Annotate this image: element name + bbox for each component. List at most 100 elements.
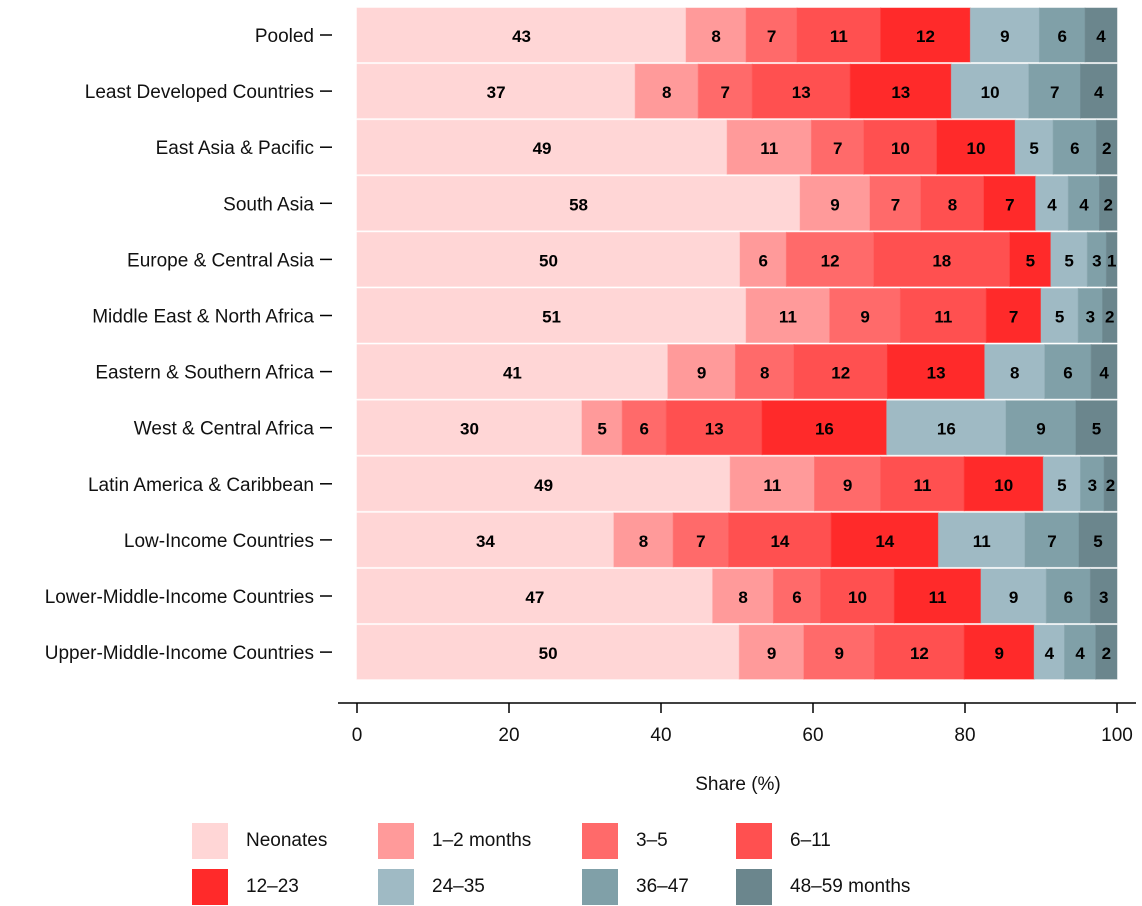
- legend-label-neonates: Neonates: [246, 830, 328, 851]
- legend-swatch-1-2-months: [378, 823, 414, 859]
- data-label-middle-east-and-north-africa-36-47: 3: [1086, 308, 1095, 327]
- legend-item-1-2-months: 1–2 months: [378, 822, 531, 860]
- x-axis-title: Share (%): [695, 774, 781, 795]
- bar-south-asia-neonates: [356, 175, 801, 231]
- data-label-eastern-and-southern-africa-12-23: 13: [927, 364, 946, 383]
- data-label-pooled-1-2-months: 8: [711, 27, 720, 46]
- bar-east-asia-and-pacific-1-2-months: [726, 119, 812, 175]
- data-label-latin-america-and-caribbean-12-23: 10: [994, 476, 1013, 495]
- data-label-least-developed-countries-3-5: 7: [720, 83, 729, 102]
- bar-west-and-central-africa-48-59-months: [1075, 400, 1118, 456]
- bars-layer: 43 8 7 11 12 9 6 437 8 7 13 13 10 7 449 11 7 10 10 5 6 258 9 7 8…: [356, 7, 1118, 680]
- category-label-eastern-and-southern-africa: Eastern & Southern Africa: [95, 363, 314, 384]
- data-label-lower-middle-income-countries-36-47: 6: [1064, 588, 1073, 607]
- data-label-low-income-countries-3-5: 7: [696, 532, 705, 551]
- bar-upper-middle-income-countries-48-59-months: [1095, 624, 1118, 680]
- bar-lower-middle-income-countries-neonates: [356, 568, 714, 624]
- data-label-eastern-and-southern-africa-6-11: 12: [831, 364, 850, 383]
- data-label-south-asia-3-5: 7: [891, 195, 900, 214]
- bar-low-income-countries-3-5: [672, 512, 730, 568]
- bar-west-and-central-africa-neonates: [356, 400, 583, 456]
- data-label-pooled-3-5: 7: [767, 27, 776, 46]
- data-label-latin-america-and-caribbean-24-35: 5: [1057, 476, 1066, 495]
- bar-europe-and-central-asia-48-59-months: [1105, 231, 1118, 287]
- data-label-east-asia-and-pacific-1-2-months: 11: [760, 139, 778, 158]
- bar-middle-east-and-north-africa-6-11: [899, 288, 987, 343]
- category-label-lower-middle-income-countries: Lower-Middle-Income Countries: [45, 587, 314, 608]
- data-label-lower-middle-income-countries-12-23: 11: [929, 588, 947, 607]
- data-label-least-developed-countries-neonates: 37: [487, 83, 506, 102]
- data-label-middle-east-and-north-africa-1-2-months: 11: [779, 308, 797, 327]
- x-tick-label-60: 60: [802, 725, 823, 746]
- data-label-pooled-48-59-months: 4: [1096, 27, 1106, 46]
- data-label-least-developed-countries-24-35: 10: [981, 83, 1000, 102]
- bar-south-asia-36-47: [1067, 175, 1101, 231]
- x-tick-label-40: 40: [650, 725, 671, 746]
- data-label-south-asia-36-47: 4: [1079, 195, 1089, 214]
- data-label-middle-east-and-north-africa-neonates: 51: [542, 308, 561, 327]
- legend-swatch-24-35: [378, 869, 414, 905]
- bar-low-income-countries-6-11: [728, 512, 832, 568]
- data-label-eastern-and-southern-africa-48-59-months: 4: [1099, 364, 1109, 383]
- data-label-lower-middle-income-countries-1-2-months: 8: [738, 588, 747, 607]
- data-label-upper-middle-income-countries-36-47: 4: [1075, 644, 1085, 663]
- data-label-eastern-and-southern-africa-3-5: 8: [760, 364, 769, 383]
- data-label-low-income-countries-6-11: 14: [770, 532, 789, 551]
- legend-item-48-59-months: 48–59 months: [736, 868, 910, 906]
- bar-europe-and-central-asia-24-35: [1050, 231, 1088, 287]
- data-label-upper-middle-income-countries-1-2-months: 9: [767, 644, 776, 663]
- data-label-europe-and-central-asia-36-47: 3: [1092, 251, 1101, 270]
- bar-lower-middle-income-countries-12-23: [893, 568, 982, 624]
- data-label-pooled-6-11: 11: [830, 27, 848, 46]
- data-label-pooled-24-35: 9: [1000, 27, 1009, 46]
- bar-east-asia-and-pacific-48-59-months: [1095, 119, 1118, 175]
- bar-east-asia-and-pacific-neonates: [356, 119, 728, 175]
- bar-south-asia-1-2-months: [799, 175, 871, 231]
- bar-latin-america-and-caribbean-12-23: [963, 456, 1044, 512]
- bar-upper-middle-income-countries-1-2-months: [738, 624, 805, 680]
- bar-europe-and-central-asia-6-11: [873, 231, 1011, 287]
- bar-lower-middle-income-countries-1-2-months: [712, 568, 774, 624]
- x-tick-label-100: 100: [1101, 725, 1133, 746]
- bar-eastern-and-southern-africa-3-5: [734, 344, 795, 400]
- legend-label-1-2-months: 1–2 months: [432, 830, 532, 851]
- data-label-east-asia-and-pacific-12-23: 10: [967, 139, 986, 158]
- bar-europe-and-central-asia-12-23: [1009, 231, 1052, 287]
- bar-least-developed-countries-12-23: [849, 63, 952, 119]
- legend-item-6-11: 6–11: [736, 822, 831, 860]
- category-label-least-developed-countries: Least Developed Countries: [85, 82, 314, 103]
- bar-pooled-1-2-months: [685, 7, 747, 63]
- data-label-low-income-countries-24-35: 11: [973, 532, 991, 551]
- data-label-south-asia-12-23: 7: [1005, 195, 1014, 214]
- bar-latin-america-and-caribbean-6-11: [880, 456, 965, 512]
- data-label-middle-east-and-north-africa-24-35: 5: [1055, 308, 1064, 327]
- data-label-lower-middle-income-countries-48-59-months: 3: [1099, 588, 1108, 607]
- legend: Neonates 1–2 months 3–5 6–11 12–23 24–35…: [192, 822, 952, 905]
- legend-swatch-3-5: [582, 823, 618, 859]
- category-label-low-income-countries: Low-Income Countries: [124, 531, 314, 552]
- data-label-eastern-and-southern-africa-1-2-months: 9: [697, 364, 706, 383]
- bar-upper-middle-income-countries-3-5: [803, 624, 876, 680]
- bar-eastern-and-southern-africa-6-11: [793, 344, 888, 400]
- bar-east-asia-and-pacific-36-47: [1052, 119, 1097, 175]
- legend-item-24-35: 24–35: [378, 868, 485, 906]
- data-label-lower-middle-income-countries-24-35: 9: [1009, 588, 1018, 607]
- data-label-low-income-countries-1-2-months: 8: [639, 532, 648, 551]
- data-label-west-and-central-africa-24-35: 16: [937, 420, 956, 439]
- legend-swatch-6-11: [736, 823, 772, 859]
- bar-low-income-countries-36-47: [1024, 512, 1080, 568]
- data-label-lower-middle-income-countries-neonates: 47: [525, 588, 544, 607]
- bar-least-developed-countries-24-35: [950, 63, 1030, 119]
- data-label-west-and-central-africa-neonates: 30: [460, 420, 479, 439]
- bar-lower-middle-income-countries-48-59-months: [1089, 568, 1118, 624]
- data-label-europe-and-central-asia-6-11: 18: [932, 251, 951, 270]
- data-label-east-asia-and-pacific-24-35: 5: [1029, 139, 1038, 158]
- data-label-europe-and-central-asia-1-2-months: 6: [758, 251, 767, 270]
- data-label-latin-america-and-caribbean-1-2-months: 11: [763, 476, 781, 495]
- bar-pooled-36-47: [1038, 7, 1086, 63]
- legend-item-12-23: 12–23: [192, 868, 299, 906]
- legend-item-3-5: 3–5: [582, 822, 668, 860]
- data-label-latin-america-and-caribbean-48-59-months: 2: [1106, 476, 1115, 495]
- data-label-eastern-and-southern-africa-neonates: 41: [503, 364, 522, 383]
- data-label-upper-middle-income-countries-6-11: 12: [910, 644, 929, 663]
